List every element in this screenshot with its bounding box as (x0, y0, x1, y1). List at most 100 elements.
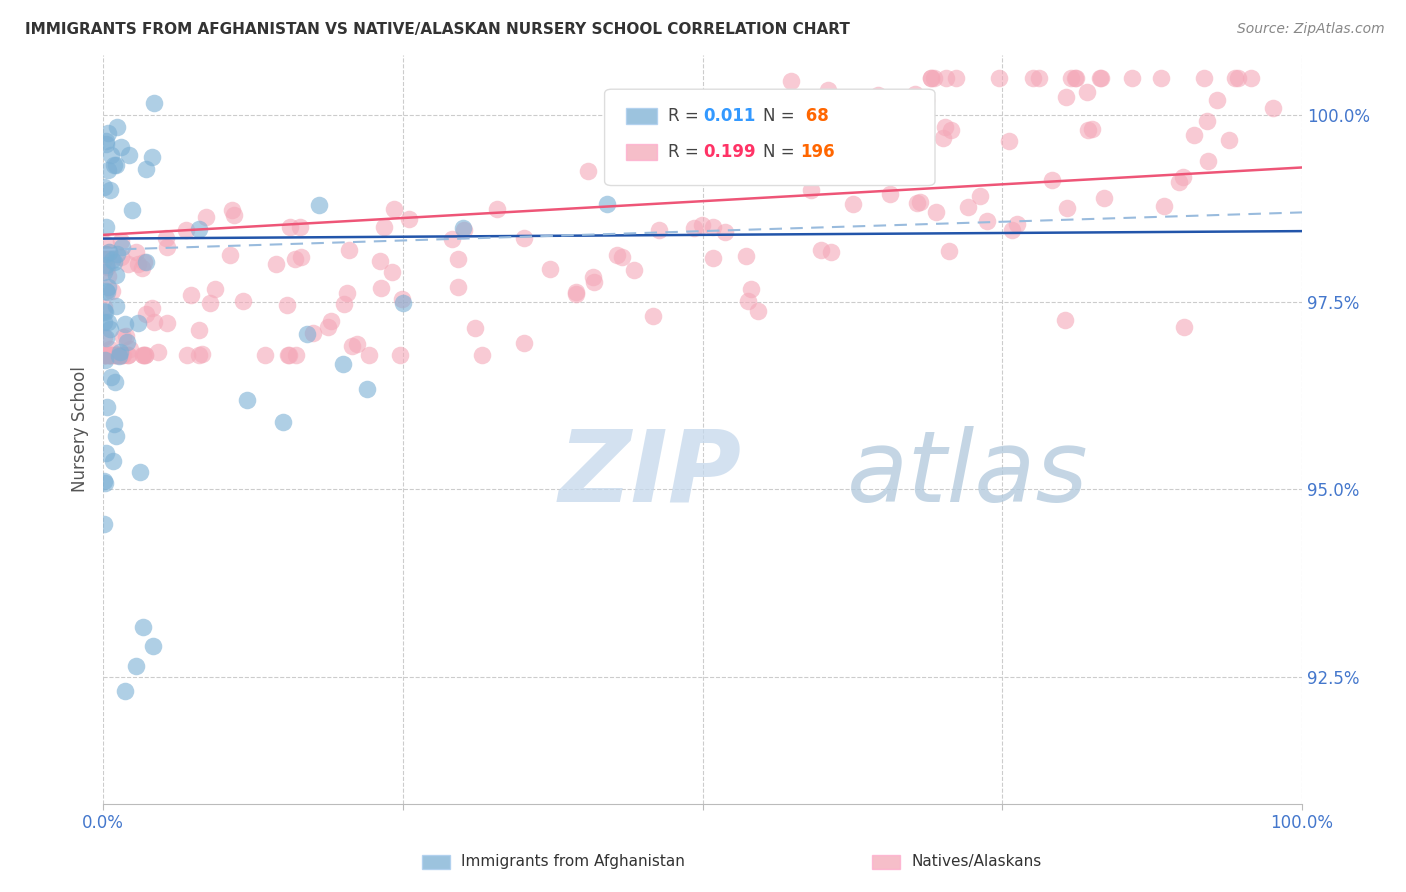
Point (146, 345, 169, 359)
Text: atlas: atlas (846, 426, 1088, 523)
Point (737, 293, 759, 308)
Point (93, 304, 115, 318)
Point (956, 200, 979, 214)
Point (94, 137, 117, 152)
Point (219, 248, 242, 262)
Point (440, 232, 463, 246)
Point (607, 161, 630, 175)
Point (319, 314, 342, 328)
Point (1261, 101, 1284, 115)
Point (1064, 70, 1087, 85)
Point (97, 315, 120, 329)
Point (100, 370, 122, 384)
Point (1218, 133, 1240, 147)
Point (370, 281, 392, 295)
Point (934, 120, 956, 134)
Point (96, 269, 118, 284)
Text: IMMIGRANTS FROM AFGHANISTAN VS NATIVE/ALASKAN NURSERY SCHOOL CORRELATION CHART: IMMIGRANTS FROM AFGHANISTAN VS NATIVE/AL… (25, 22, 851, 37)
Point (1001, 223, 1024, 237)
Point (253, 348, 276, 362)
Text: R =: R = (668, 143, 704, 161)
Point (96, 400, 118, 414)
Point (200, 296, 222, 310)
Point (98, 343, 121, 357)
Point (277, 348, 299, 362)
Point (1205, 93, 1227, 107)
Point (1171, 169, 1194, 184)
Point (101, 454, 124, 468)
Point (485, 202, 508, 216)
Point (97, 244, 120, 259)
Point (398, 212, 420, 227)
Point (94, 305, 117, 319)
Point (1064, 70, 1087, 85)
Point (105, 428, 128, 442)
Point (98, 322, 121, 336)
Point (336, 286, 359, 301)
Point (195, 210, 218, 224)
Point (204, 282, 226, 296)
Point (683, 220, 706, 235)
Point (1081, 121, 1104, 136)
Point (316, 319, 339, 334)
Point (513, 231, 536, 245)
Y-axis label: Nursery School: Nursery School (72, 367, 89, 492)
Point (1197, 154, 1219, 169)
Point (277, 348, 299, 362)
Point (96, 258, 118, 272)
Point (134, 348, 156, 362)
Text: ZIP: ZIP (558, 426, 742, 523)
Point (117, 348, 139, 362)
Point (142, 96, 165, 111)
Point (817, 83, 839, 97)
Point (98, 348, 121, 362)
Point (582, 270, 605, 285)
Point (538, 262, 561, 277)
Point (155, 231, 177, 245)
Point (623, 262, 645, 277)
Point (290, 251, 312, 265)
Point (713, 225, 735, 239)
Point (96, 446, 118, 460)
Point (135, 307, 157, 321)
Point (174, 223, 197, 237)
Point (135, 161, 157, 176)
Point (104, 348, 127, 362)
Point (96, 260, 118, 274)
Point (935, 70, 957, 85)
Point (932, 130, 955, 145)
Point (915, 93, 938, 107)
Point (94, 285, 117, 299)
Point (94, 134, 117, 148)
Point (107, 348, 129, 362)
Point (998, 134, 1021, 148)
Point (1090, 70, 1112, 85)
Point (141, 150, 163, 164)
Point (815, 164, 838, 178)
Point (1076, 85, 1098, 99)
Point (112, 330, 135, 344)
Point (100, 148, 122, 162)
Point (100, 348, 122, 362)
Point (93, 315, 115, 329)
Point (93, 474, 115, 488)
Point (1182, 128, 1205, 142)
Text: 0.199: 0.199 (703, 143, 755, 161)
Point (1028, 70, 1050, 85)
Point (1092, 190, 1115, 204)
Point (188, 222, 211, 236)
Point (969, 188, 991, 202)
Point (118, 343, 141, 357)
Point (595, 196, 617, 211)
Point (702, 219, 724, 234)
Point (606, 248, 628, 262)
Point (94, 475, 117, 490)
Point (100, 348, 122, 362)
Point (447, 252, 470, 267)
Point (1022, 70, 1045, 85)
Point (100, 284, 122, 298)
Point (905, 196, 928, 211)
Point (142, 639, 165, 653)
Point (93, 300, 115, 314)
Point (373, 219, 395, 234)
